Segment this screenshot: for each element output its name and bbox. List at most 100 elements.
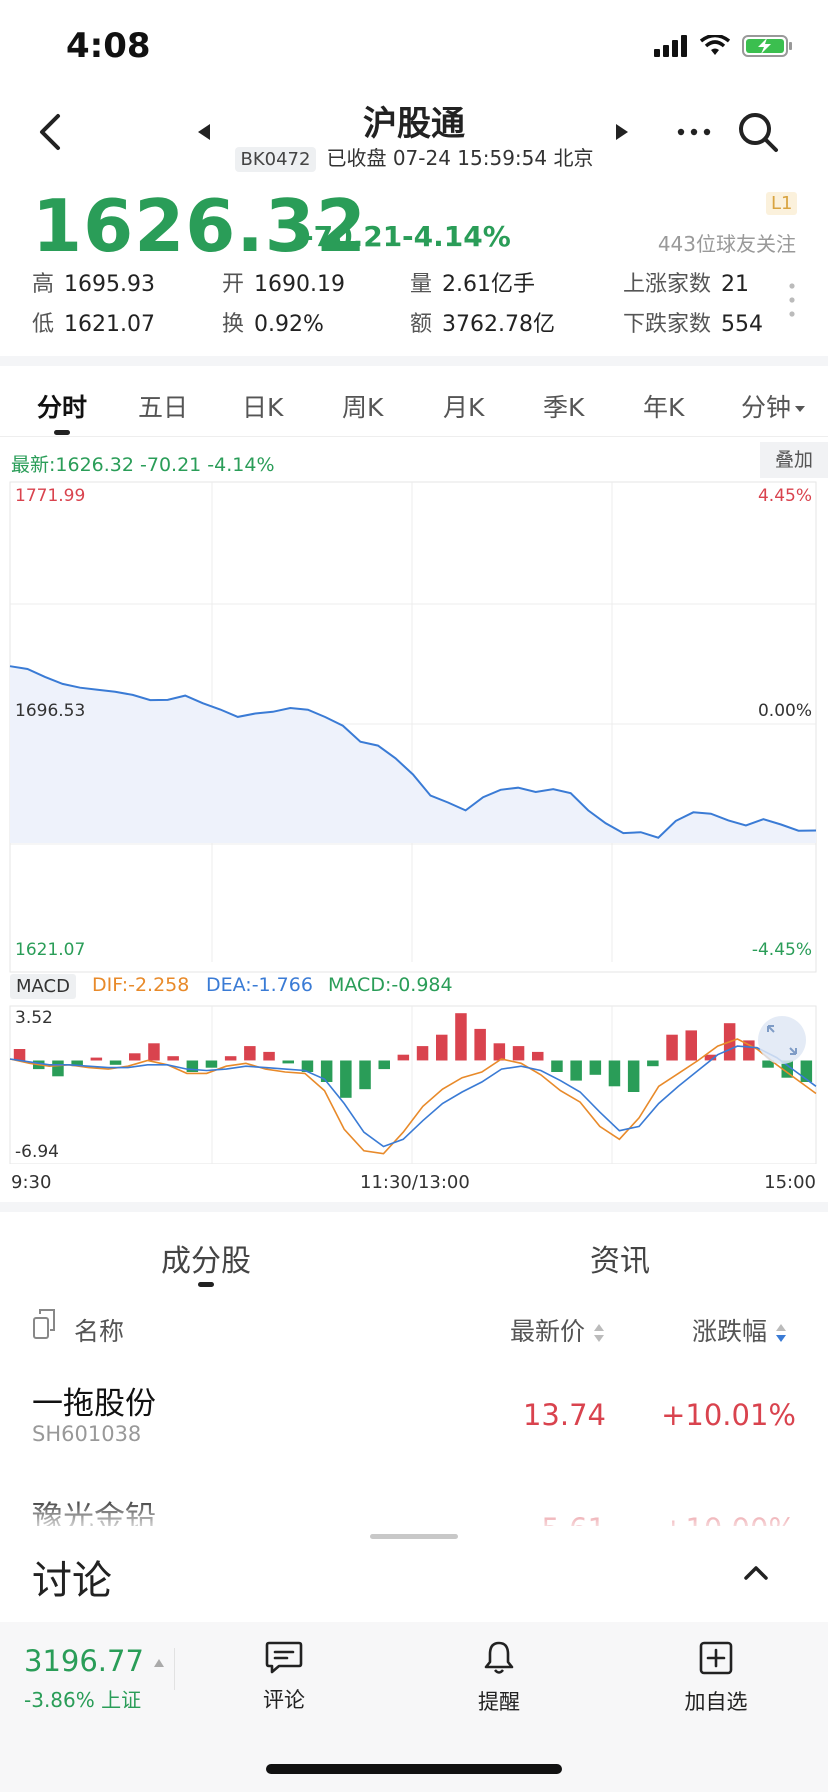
macd-bar	[359, 1060, 371, 1090]
back-icon[interactable]	[30, 108, 70, 156]
column-price-label: 最新价	[510, 1317, 586, 1346]
macd-bar	[551, 1060, 563, 1072]
macd-bar	[340, 1060, 352, 1098]
market-status: BK0472 已收盘 07-24 15:59:54 北京	[0, 142, 828, 172]
macd-bar	[666, 1034, 678, 1061]
level-badge[interactable]: L1	[766, 192, 798, 215]
tab-daily-k[interactable]: 日K	[242, 393, 284, 422]
macd-bar	[52, 1060, 64, 1077]
tab-constituents[interactable]: 成分股	[161, 1244, 251, 1279]
stat-low: 低 1621.07	[32, 312, 155, 337]
alert-label: 提醒	[478, 1690, 520, 1714]
tab-quarterly-k[interactable]: 季K	[543, 393, 585, 422]
divider	[174, 1648, 175, 1690]
latest-quote-line: 最新:1626.32 -70.21 -4.14%	[11, 454, 275, 476]
macd-bar	[416, 1046, 429, 1061]
column-change-label: 涨跌幅	[692, 1317, 768, 1346]
copy-icon[interactable]	[32, 1308, 58, 1340]
alert-button[interactable]: 提醒	[439, 1640, 559, 1716]
price-change-percent: -4.14%	[402, 220, 511, 253]
macd-bar	[129, 1053, 141, 1061]
index-name: 上证	[101, 1688, 142, 1712]
macd-bar	[320, 1060, 333, 1082]
prev-arrow-icon[interactable]	[198, 124, 212, 140]
stat-volume: 量 2.61亿手	[410, 272, 536, 297]
chevron-up-icon[interactable]	[742, 1562, 770, 1582]
macd-bar	[512, 1046, 525, 1061]
dea-line	[9, 1045, 817, 1148]
expand-stats-icon[interactable]	[788, 282, 796, 318]
tab-yearly-k[interactable]: 年K	[643, 393, 685, 422]
sheet-handle[interactable]	[370, 1534, 458, 1539]
axis-mid-percent: 0.00%	[757, 701, 812, 721]
stock-change: +10.01%	[661, 1398, 796, 1432]
macd-bar	[589, 1060, 602, 1075]
tab-weekly-k[interactable]: 周K	[342, 393, 384, 422]
macd-bar	[244, 1046, 256, 1061]
search-icon[interactable]	[736, 110, 780, 154]
tab-news[interactable]: 资讯	[590, 1244, 650, 1279]
current-price: 1626.32	[32, 184, 367, 268]
macd-value: MACD:-0.984	[328, 974, 453, 996]
index-value: 3196.77	[24, 1644, 144, 1678]
discussion-title: 讨论	[32, 1558, 112, 1604]
macd-bar	[685, 1030, 697, 1061]
comment-button[interactable]: 评论	[224, 1640, 344, 1714]
tab-five-day[interactable]: 五日	[138, 393, 189, 422]
macd-dif-value: DIF:-2.258	[92, 974, 190, 996]
stat-amount: 额 3762.78亿	[410, 312, 555, 337]
intraday-price-chart[interactable]	[0, 470, 828, 990]
divider	[0, 436, 828, 437]
tab-minute[interactable]: 分钟	[741, 388, 806, 424]
fullscreen-button[interactable]	[758, 1016, 806, 1064]
add-watchlist-button[interactable]: 加自选	[656, 1640, 776, 1716]
macd-bar	[13, 1049, 26, 1061]
macd-dea-value: DEA:-1.766	[206, 974, 313, 996]
index-ticker[interactable]: 3196.77	[24, 1644, 165, 1678]
overlay-button[interactable]: 叠加	[760, 442, 828, 478]
stat-high: 高 1695.93	[32, 272, 155, 297]
macd-bar	[148, 1043, 160, 1061]
sort-desc-icon	[775, 1324, 786, 1342]
macd-bar	[781, 1060, 793, 1078]
sort-by-price[interactable]: 最新价	[510, 1312, 605, 1348]
board-code: BK0472	[234, 147, 317, 172]
more-icon[interactable]	[676, 112, 712, 152]
macd-bar	[109, 1060, 122, 1065]
bottom-toolbar	[0, 1622, 828, 1792]
stock-row[interactable]: 一拖股份 SH601038 13.74 +10.01%	[0, 1368, 828, 1462]
status-time: 4:08	[66, 26, 151, 66]
axis-bottom-percent: -4.45%	[751, 940, 812, 960]
stat-open: 开 1690.19	[222, 272, 345, 297]
macd-bar	[397, 1054, 410, 1061]
wifi-icon	[700, 35, 730, 55]
tab-monthly-k[interactable]: 月K	[443, 393, 485, 422]
sort-icon	[593, 1324, 604, 1342]
macd-chart[interactable]	[0, 1004, 828, 1164]
axis-bottom-price: 1621.07	[15, 940, 86, 960]
time-axis-start: 9:30	[11, 1172, 52, 1193]
next-arrow-icon[interactable]	[614, 124, 628, 140]
stat-turnover: 换 0.92%	[222, 312, 324, 337]
caret-up-small-icon	[154, 1659, 165, 1667]
sort-by-change[interactable]: 涨跌幅	[692, 1312, 787, 1348]
column-name: 名称	[74, 1317, 125, 1346]
macd-bar	[532, 1051, 544, 1061]
price-change: -70.21	[302, 220, 403, 253]
macd-bar	[301, 1060, 314, 1072]
macd-indicator-button[interactable]: MACD	[10, 974, 76, 999]
axis-mid-price: 1696.53	[15, 701, 86, 721]
tab-intraday[interactable]: 分时	[37, 393, 88, 422]
active-section-indicator	[198, 1282, 214, 1287]
market-status-text: 已收盘 07-24 15:59:54 北京	[326, 146, 594, 170]
add-square-icon	[699, 1641, 733, 1675]
price-area-fill	[10, 666, 816, 843]
macd-bar	[378, 1060, 390, 1070]
add-watchlist-label: 加自选	[684, 1690, 748, 1714]
macd-bar	[186, 1060, 199, 1072]
stock-name: 一拖股份	[32, 1386, 156, 1422]
macd-bar	[263, 1051, 275, 1061]
macd-bar	[71, 1060, 83, 1067]
macd-axis-top: 3.52	[15, 1008, 53, 1028]
macd-bar	[743, 1040, 755, 1061]
